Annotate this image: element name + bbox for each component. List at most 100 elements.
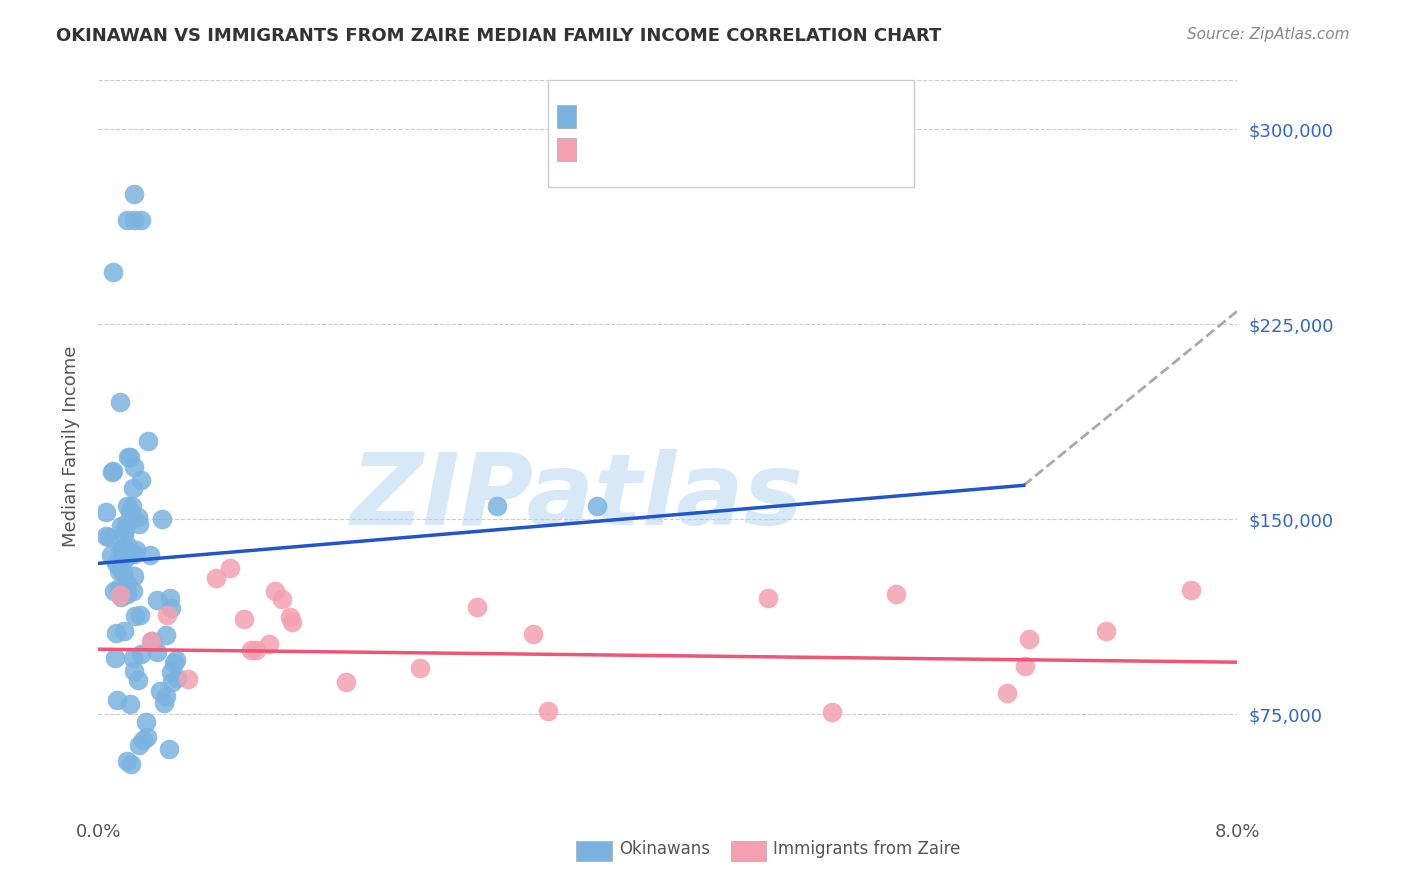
- Point: [335, 675, 357, 690]
- Point: [97, 531, 120, 545]
- Point: [108, 588, 131, 602]
- Point: [163, 657, 186, 671]
- Point: [115, 213, 138, 227]
- Point: [486, 499, 509, 513]
- Point: [100, 465, 122, 479]
- Point: [117, 450, 139, 465]
- Point: [96, 529, 118, 543]
- Point: [129, 213, 152, 227]
- Text: N =: N =: [689, 143, 728, 161]
- Point: [94, 505, 117, 519]
- Point: [160, 675, 183, 690]
- Text: ZIPatlas: ZIPatlas: [350, 449, 803, 546]
- Point: [101, 265, 124, 279]
- Point: [112, 624, 135, 639]
- Point: [1094, 624, 1116, 639]
- Point: [115, 754, 138, 768]
- Point: [141, 634, 163, 648]
- Text: 78: 78: [727, 107, 752, 125]
- Point: [108, 564, 131, 578]
- Point: [264, 584, 287, 599]
- Point: [245, 643, 267, 657]
- Text: 0.082: 0.082: [619, 107, 676, 125]
- Point: [1014, 658, 1036, 673]
- Point: [118, 544, 141, 558]
- Point: [149, 683, 172, 698]
- Point: [108, 581, 131, 595]
- Point: [117, 545, 139, 559]
- Point: [122, 213, 145, 227]
- Point: [121, 757, 143, 772]
- Point: [129, 607, 152, 622]
- Point: [110, 519, 132, 533]
- Point: [280, 615, 302, 630]
- Point: [103, 584, 125, 599]
- Point: [112, 527, 135, 541]
- Point: [124, 608, 146, 623]
- Point: [166, 671, 188, 685]
- Point: [156, 608, 179, 623]
- Point: [110, 541, 132, 556]
- Point: [104, 556, 127, 570]
- Point: [756, 591, 779, 606]
- Point: [159, 591, 181, 605]
- Text: OKINAWAN VS IMMIGRANTS FROM ZAIRE MEDIAN FAMILY INCOME CORRELATION CHART: OKINAWAN VS IMMIGRANTS FROM ZAIRE MEDIAN…: [56, 27, 942, 45]
- Point: [136, 434, 159, 449]
- Text: -0.064: -0.064: [616, 143, 681, 161]
- Point: [884, 587, 907, 601]
- Point: [112, 541, 135, 555]
- Point: [120, 547, 142, 561]
- Point: [124, 547, 146, 561]
- Point: [115, 516, 138, 530]
- Point: [115, 499, 138, 513]
- Point: [1180, 582, 1202, 597]
- Point: [104, 651, 127, 665]
- Point: [165, 653, 187, 667]
- Point: [122, 665, 145, 679]
- Point: [127, 510, 149, 524]
- Point: [118, 450, 141, 465]
- Point: [1018, 632, 1040, 646]
- Point: [110, 590, 132, 604]
- Point: [127, 673, 149, 688]
- Point: [135, 730, 157, 744]
- Point: [271, 591, 294, 606]
- Point: [122, 584, 145, 599]
- Point: [115, 538, 138, 552]
- Point: [121, 499, 143, 513]
- Text: Immigrants from Zaire: Immigrants from Zaire: [773, 840, 960, 858]
- Point: [100, 549, 122, 563]
- Text: Source: ZipAtlas.com: Source: ZipAtlas.com: [1187, 27, 1350, 42]
- Point: [118, 697, 141, 711]
- Point: [112, 552, 135, 566]
- Point: [105, 693, 128, 707]
- Point: [585, 499, 607, 513]
- Point: [129, 647, 152, 661]
- Point: [278, 610, 301, 624]
- Point: [114, 522, 136, 536]
- Point: [155, 689, 177, 703]
- Point: [122, 187, 145, 202]
- Point: [409, 661, 432, 675]
- Point: [122, 569, 145, 583]
- Point: [153, 696, 176, 710]
- Point: [467, 599, 489, 614]
- Point: [128, 738, 150, 752]
- Point: [160, 665, 183, 679]
- Point: [157, 742, 180, 756]
- Point: [995, 686, 1018, 700]
- Point: [232, 612, 254, 626]
- Point: [239, 642, 262, 657]
- Point: [522, 627, 544, 641]
- Point: [218, 561, 240, 575]
- Point: [152, 512, 174, 526]
- Point: [205, 571, 228, 585]
- Text: Okinawans: Okinawans: [619, 840, 710, 858]
- Text: R =: R =: [576, 107, 616, 125]
- Point: [128, 516, 150, 531]
- Point: [104, 626, 127, 640]
- Point: [821, 705, 844, 719]
- Point: [120, 509, 142, 524]
- Point: [125, 543, 148, 558]
- Point: [132, 732, 155, 747]
